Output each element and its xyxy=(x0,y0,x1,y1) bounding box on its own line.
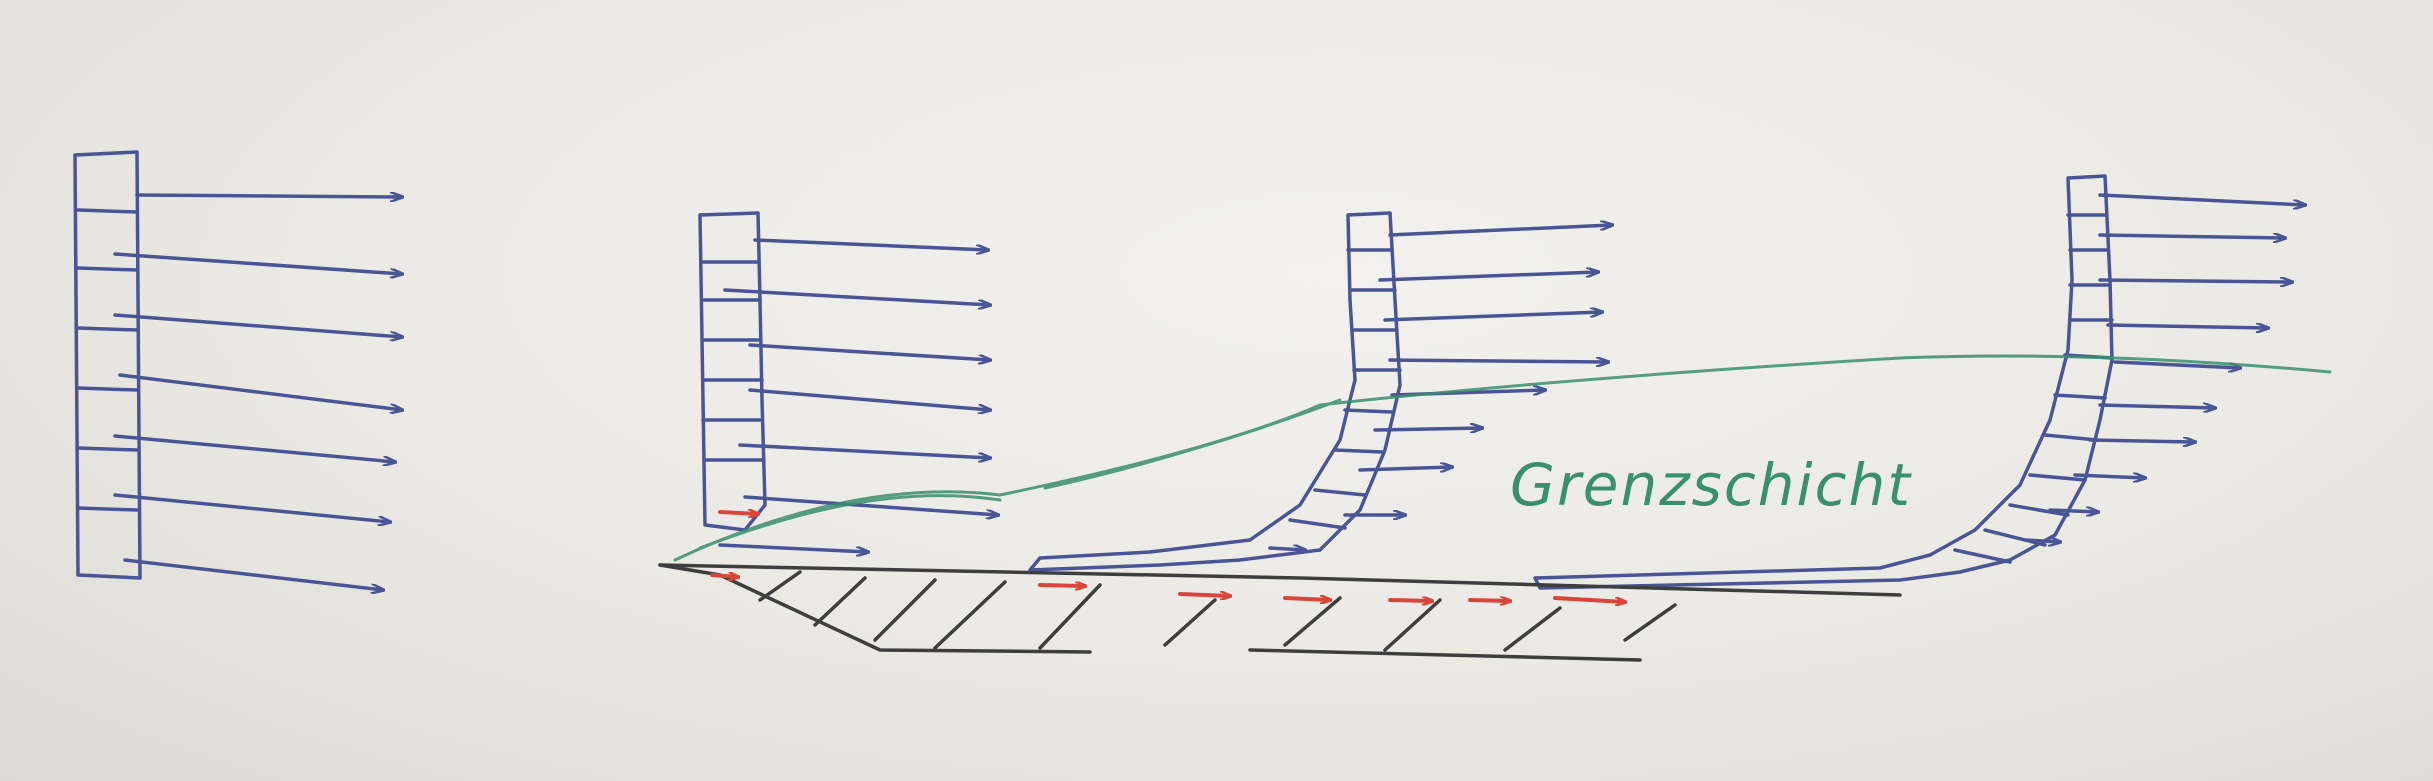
velocity-arrow xyxy=(2023,540,2060,542)
profile-cell-divider xyxy=(1288,518,1347,530)
velocity-arrow xyxy=(113,493,390,522)
flat-plate-wall xyxy=(658,563,1902,662)
velocity-arrow xyxy=(2098,280,2292,282)
inflow-velocity-profile xyxy=(73,150,402,590)
velocity-arrow xyxy=(113,252,402,274)
velocity-arrow xyxy=(1388,225,1612,237)
velocity-arrow xyxy=(748,343,990,360)
profile-cell-divider xyxy=(2028,473,2087,482)
velocity-arrow xyxy=(118,373,402,410)
velocity-arrow xyxy=(748,388,990,410)
velocity-arrow xyxy=(2106,325,2268,328)
boundary-layer-edge xyxy=(673,354,2332,562)
profile-cell-divider xyxy=(1983,528,2047,547)
velocity-arrow xyxy=(1383,312,1602,322)
downstream-velocity-profile xyxy=(1533,174,2305,590)
velocity-arrow xyxy=(2098,405,2215,408)
profile-cell-divider xyxy=(76,386,139,392)
velocity-arrow xyxy=(2073,475,2145,478)
profile-outline xyxy=(73,150,142,580)
boundary-layer-line xyxy=(1043,398,1342,490)
velocity-arrow xyxy=(1378,272,1598,282)
profile-cell-divider xyxy=(2053,393,2107,400)
velocity-arrow xyxy=(2088,440,2195,442)
leading-edge-velocity-profile xyxy=(698,211,998,552)
velocity-arrow xyxy=(1268,548,1305,550)
velocity-arrow xyxy=(2098,235,2285,238)
velocity-arrow xyxy=(113,434,395,462)
wall-velocity-marks xyxy=(710,512,1625,602)
velocity-arrow xyxy=(1388,360,1608,362)
profile-cell-divider xyxy=(1333,448,1384,454)
profile-outline xyxy=(698,211,767,532)
velocity-arrow xyxy=(718,543,868,552)
velocity-arrow xyxy=(113,313,402,337)
velocity-arrow xyxy=(2048,510,2098,512)
profile-cell-divider xyxy=(76,506,139,512)
velocity-arrow xyxy=(2113,360,2240,368)
profile-cell-divider xyxy=(76,266,139,272)
plate-underside xyxy=(1248,648,1642,662)
velocity-arrow xyxy=(1358,467,1452,470)
velocity-arrow xyxy=(135,195,402,197)
plate-leading-edge xyxy=(658,563,1092,654)
velocity-arrow xyxy=(123,558,383,590)
profile-cell-divider xyxy=(1313,488,1367,497)
velocity-arrow xyxy=(738,443,990,458)
velocity-arrow xyxy=(2098,193,2305,205)
boundary-layer-line xyxy=(698,494,1002,550)
profile-cell-divider xyxy=(76,326,139,332)
developing-velocity-profile xyxy=(1028,211,1612,572)
boundary-layer-line xyxy=(673,354,2332,562)
velocity-arrow xyxy=(743,495,998,515)
profile-outline xyxy=(1533,174,2114,590)
profile-cell-divider xyxy=(1343,408,1394,414)
velocity-arrow xyxy=(723,288,990,305)
boundary-layer-label: Grenzschicht xyxy=(1510,451,1912,519)
velocity-arrow xyxy=(753,238,988,250)
profile-cell-divider xyxy=(76,208,139,214)
velocity-arrow xyxy=(1373,428,1482,430)
wall-hatching xyxy=(758,570,1677,652)
profile-cell-divider xyxy=(2043,433,2099,442)
profile-cell-divider xyxy=(76,446,139,452)
profile-cell-divider xyxy=(1953,548,2012,564)
plate-top-surface xyxy=(658,563,1902,597)
profile-cell-divider xyxy=(2008,503,2070,517)
